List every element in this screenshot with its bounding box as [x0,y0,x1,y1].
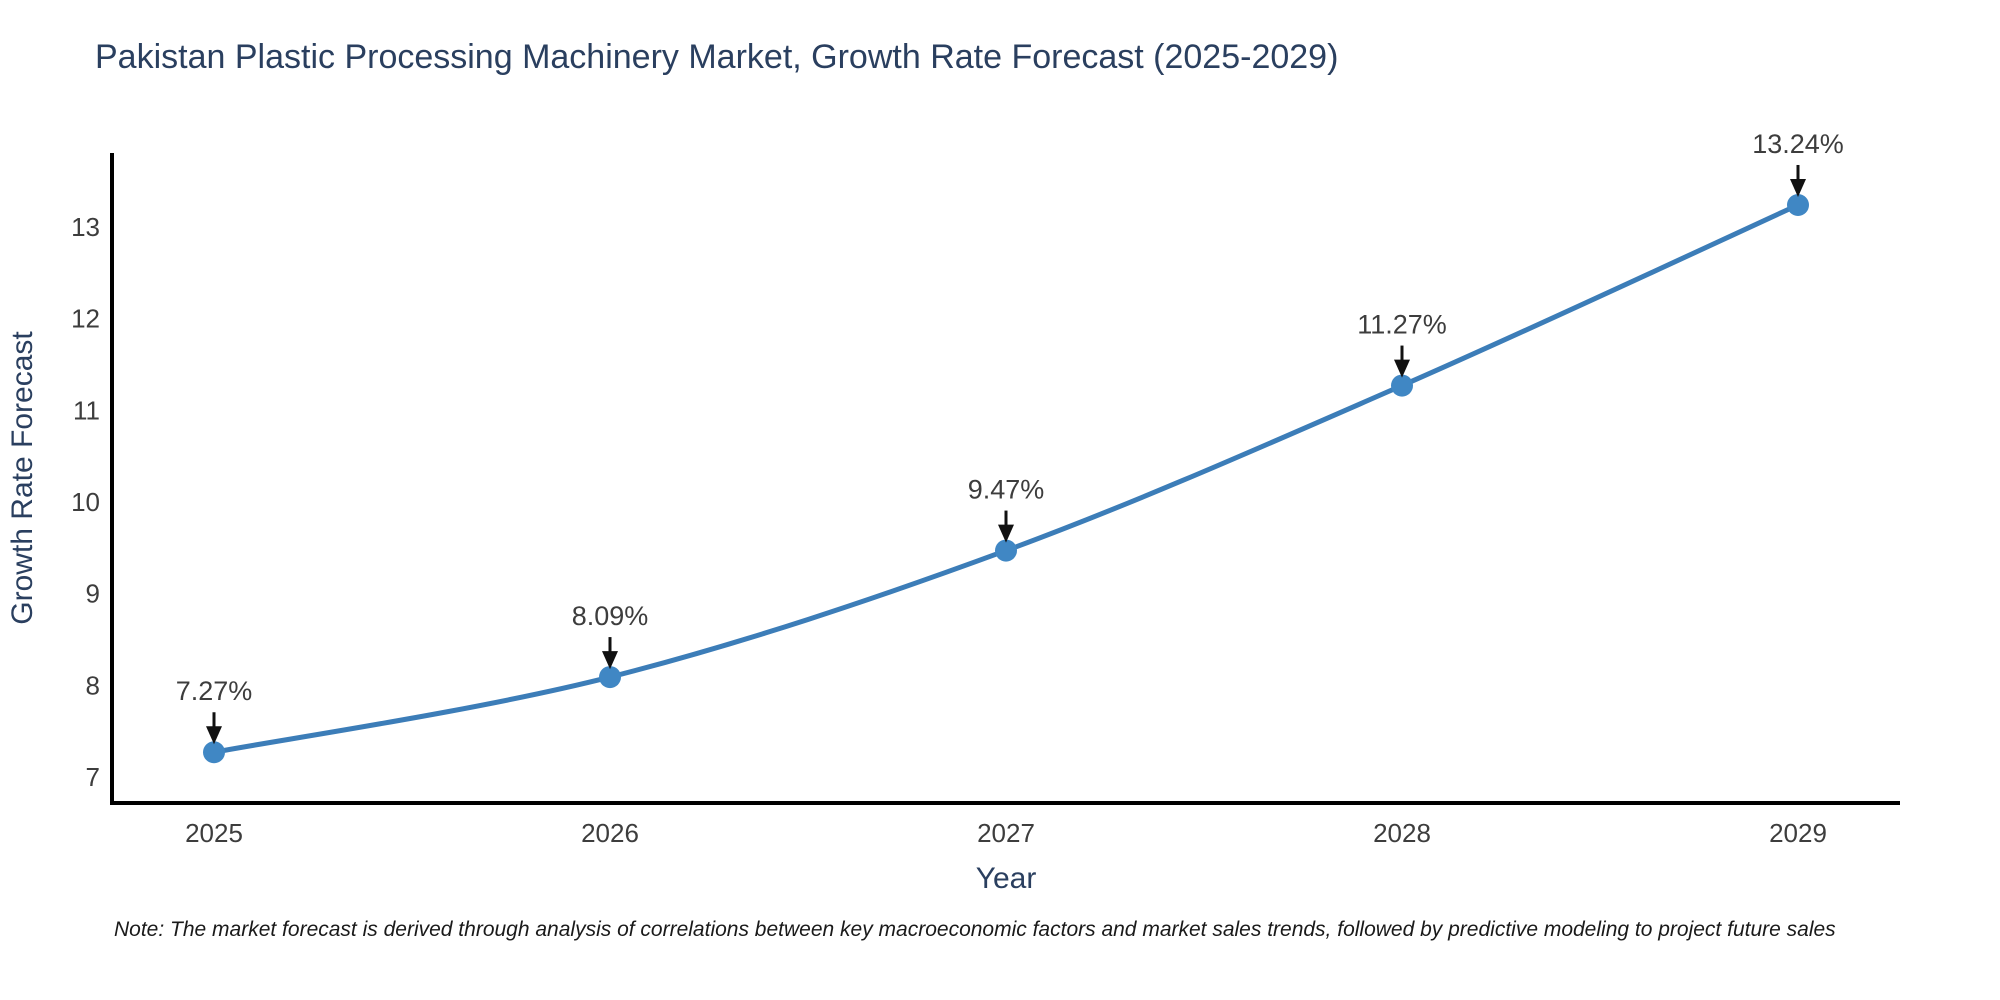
footnote: Note: The market forecast is derived thr… [114,918,1836,941]
chart-title: Pakistan Plastic Processing Machinery Ma… [95,38,1339,76]
x-axis-title: Year [976,862,1037,895]
annotation-arrowhead [998,524,1014,543]
x-tick-label: 2028 [1373,818,1431,848]
data-point-marker [203,741,225,764]
annotation-arrowhead [1394,359,1410,378]
y-tick-label: 8 [86,670,100,700]
annotation-label: 11.27% [1357,310,1447,340]
axis-lines [110,153,1900,805]
data-point-marker [1787,193,1809,216]
annotation-label: 9.47% [968,475,1045,505]
y-tick-label: 10 [71,487,100,517]
y-tick-label: 7 [86,762,100,792]
annotation-arrowhead [206,726,222,745]
data-point-marker [1391,374,1413,397]
y-axis-title: Growth Rate Forecast [6,331,39,625]
y-tick-label: 13 [71,212,100,242]
x-tick-label: 2025 [185,818,243,848]
x-tick-label: 2029 [1769,818,1827,848]
data-point-marker [995,539,1017,562]
annotation-label: 13.24% [1752,129,1844,159]
annotation-arrowhead [1790,178,1806,197]
x-tick-label: 2026 [581,818,639,848]
x-tick-label: 2027 [977,818,1035,848]
annotation-label: 7.27% [176,676,253,706]
annotation-label: 8.09% [572,601,649,631]
y-tick-label: 12 [71,304,100,334]
y-tick-label: 11 [73,395,100,425]
annotation-arrowhead [602,651,618,670]
y-tick-label: 9 [86,579,100,609]
data-point-marker [599,666,621,689]
